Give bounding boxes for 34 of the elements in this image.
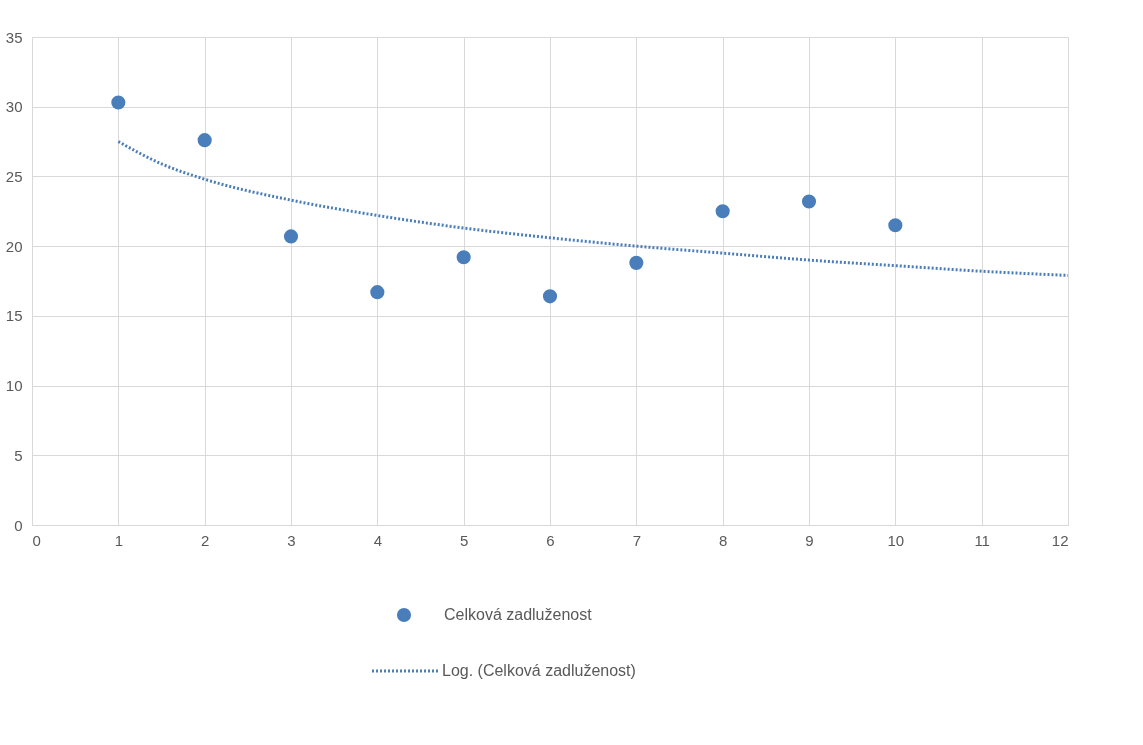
x-tick-label: 7 bbox=[632, 531, 642, 549]
legend-label: Celková zadluženost bbox=[444, 606, 593, 623]
x-tick-label: 11 bbox=[974, 531, 990, 549]
x-tick-label: 3 bbox=[287, 531, 296, 549]
y-tick-label: 30 bbox=[5, 98, 23, 116]
point bbox=[629, 255, 644, 270]
x-tick-label: 2 bbox=[200, 531, 210, 549]
point bbox=[283, 229, 299, 244]
x-tick-label: 9 bbox=[805, 531, 814, 549]
y-tick-label: 25 bbox=[5, 167, 23, 185]
y-tick-label: 0 bbox=[14, 516, 23, 534]
point bbox=[542, 289, 558, 304]
legend-label: Log. (Celková zadluženost) bbox=[442, 662, 636, 679]
point bbox=[801, 194, 817, 209]
y-tick-label: 15 bbox=[5, 307, 23, 325]
x-tick-label: 1 bbox=[114, 531, 124, 549]
x-tick-label: 12 bbox=[1051, 531, 1069, 549]
y-tick-label: 20 bbox=[5, 237, 23, 255]
x-tick-label: 4 bbox=[373, 531, 383, 549]
point bbox=[888, 218, 903, 233]
point bbox=[111, 95, 126, 110]
y-tick-label: 5 bbox=[14, 446, 23, 464]
x-tick-label: 8 bbox=[718, 531, 728, 549]
point bbox=[456, 250, 471, 265]
y-tick-label: 35 bbox=[5, 28, 23, 46]
point bbox=[370, 285, 385, 300]
line-series bbox=[116, 140, 1070, 277]
x-tick-label: 10 bbox=[887, 531, 905, 549]
x-tick-label: 5 bbox=[459, 531, 469, 549]
x-tick-label: 0 bbox=[32, 531, 41, 549]
point bbox=[715, 204, 730, 219]
x-tick-label: 6 bbox=[546, 531, 555, 549]
y-tick-label: 10 bbox=[5, 377, 23, 395]
point bbox=[197, 133, 212, 148]
